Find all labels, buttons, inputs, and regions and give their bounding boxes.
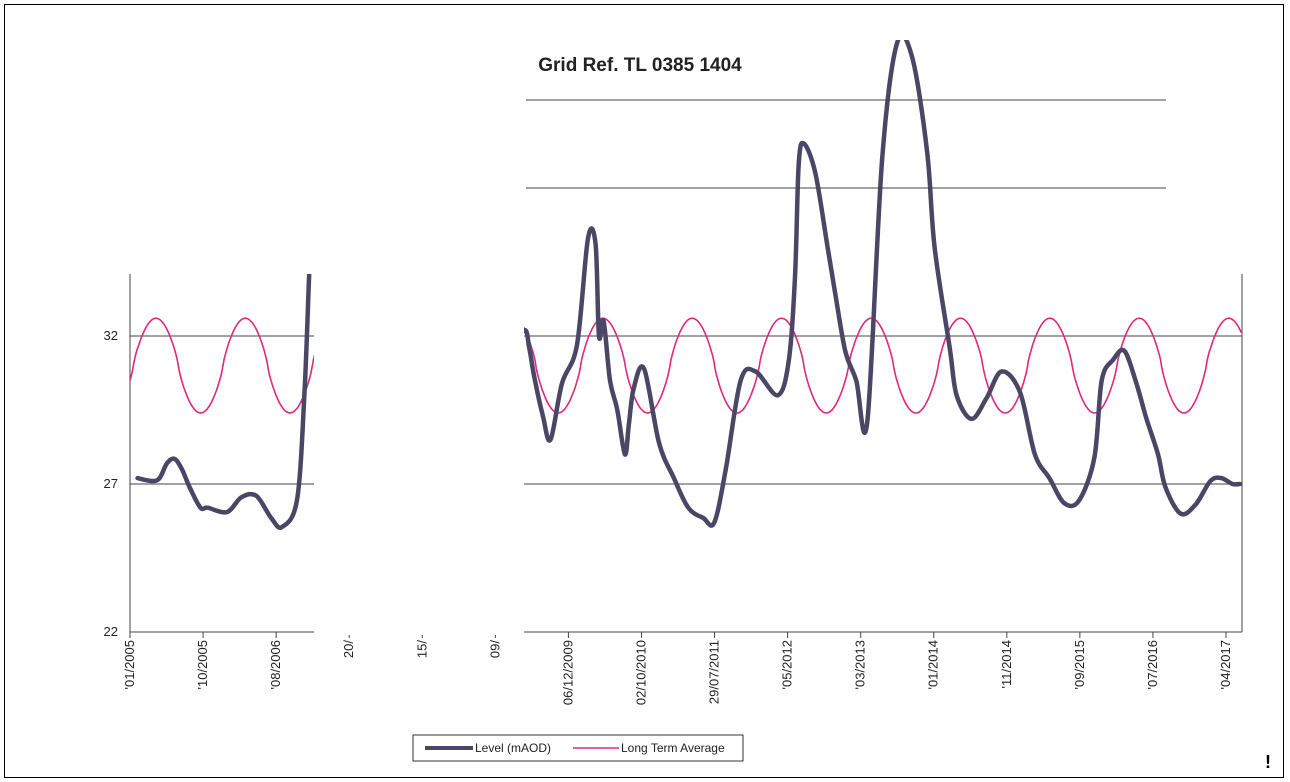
mask-middle-bottom (314, 272, 524, 635)
x-tick-label: 15/ (414, 640, 429, 658)
x-tick-label: '10/2005 (195, 640, 210, 689)
mask-left-top (126, 30, 526, 274)
x-tick-label: '03/2013 (853, 640, 868, 689)
x-tick-label: '07/2016 (1145, 640, 1160, 689)
x-tick-label: '04/2017 (1218, 640, 1233, 689)
x-tick-label: 09/ (487, 640, 502, 658)
legend-label-average: Long Term Average (621, 741, 725, 755)
y-axis-ticks: 22 27 32 (104, 328, 118, 639)
mask-right-top (1166, 30, 1278, 274)
x-axis-ticks: '01/2005 '10/2005 '08/2006 20/15/09/06/12/2… (122, 632, 1233, 705)
x-tick-label: 06/12/2009 (560, 640, 575, 705)
y-tick-label: 22 (104, 624, 118, 639)
x-tick-label: '01/2005 (122, 640, 137, 689)
upper-gridlines (526, 99, 1166, 189)
x-tick-label: '09/2015 (1072, 640, 1087, 689)
x-tick-label: '11/2014 (999, 640, 1014, 689)
axes (129, 274, 1243, 633)
x-tick-label: 29/07/2011 (707, 640, 722, 704)
x-tick-label: 02/10/2010 (633, 640, 648, 705)
x-tick-label: '01/2014 (926, 640, 941, 689)
gridlines (130, 335, 1242, 485)
x-tick-label: '08/2006 (268, 640, 283, 689)
series-line-long-term-average (130, 317, 1242, 414)
x-tick-label: 20/ (341, 640, 356, 658)
legend-label-level: Level (mAOD) (475, 741, 551, 755)
chart-title: Grid Ref. TL 0385 1404 (538, 55, 742, 76)
y-tick-label: 27 (104, 476, 118, 491)
x-tick-label: '05/2012 (780, 640, 795, 689)
legend: Level (mAOD) Long Term Average (412, 734, 744, 762)
y-tick-label: 32 (104, 328, 118, 343)
corner-mark: ! (1265, 752, 1271, 772)
